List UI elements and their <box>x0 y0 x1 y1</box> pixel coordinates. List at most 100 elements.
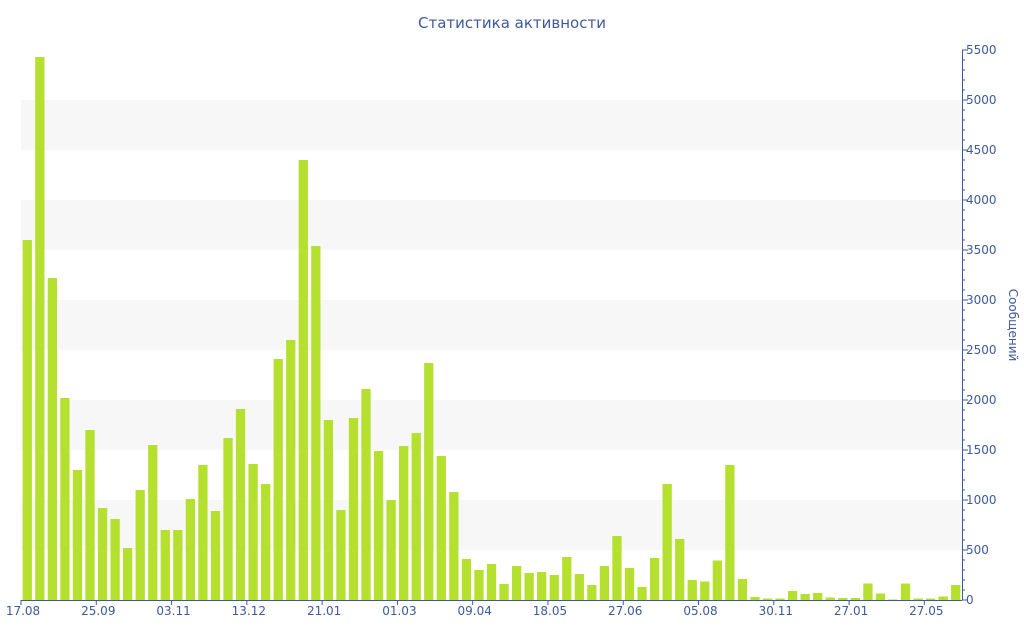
bar[interactable] <box>110 519 120 600</box>
bar[interactable] <box>411 433 421 600</box>
bar[interactable] <box>449 492 459 600</box>
x-tick-label: 30.11 <box>759 604 793 618</box>
bar[interactable] <box>424 363 434 600</box>
y-tick-label: 5500 <box>966 43 997 57</box>
x-tick-label: 13.12 <box>232 604 266 618</box>
bar[interactable] <box>311 246 321 600</box>
bar[interactable] <box>762 598 773 601</box>
bar[interactable] <box>800 594 810 600</box>
bar[interactable] <box>838 598 848 600</box>
bar[interactable] <box>361 389 371 600</box>
chart-title: Статистика активности <box>418 14 606 32</box>
x-tick-label: 27.06 <box>608 604 642 618</box>
bar[interactable] <box>951 585 961 600</box>
y-axis: 0 500 1000 1500 2000 2500 3000 3500 4000 4500 5000… <box>962 43 997 607</box>
bar[interactable] <box>499 584 509 600</box>
grid-bands <box>21 100 962 550</box>
bar[interactable] <box>286 340 296 600</box>
bar[interactable] <box>675 539 685 600</box>
bar[interactable] <box>72 470 83 600</box>
bar[interactable] <box>913 598 923 601</box>
bar[interactable] <box>662 484 672 600</box>
y-tick-label: 4000 <box>966 193 997 207</box>
bar[interactable] <box>612 536 622 600</box>
bar[interactable] <box>624 568 635 600</box>
bar[interactable] <box>348 418 359 600</box>
x-tick-label: 01.03 <box>382 604 416 618</box>
bar[interactable] <box>587 585 597 600</box>
bar[interactable] <box>336 510 346 600</box>
bar[interactable] <box>399 446 409 600</box>
bar[interactable] <box>135 490 145 600</box>
bar[interactable] <box>737 579 748 600</box>
bar[interactable] <box>712 560 722 601</box>
y-tick-label: 1500 <box>966 443 997 457</box>
x-tick-label: 18.05 <box>533 604 567 618</box>
grid-band <box>21 400 962 450</box>
bar[interactable] <box>85 430 95 600</box>
bar[interactable] <box>562 557 572 600</box>
bar[interactable] <box>60 398 70 600</box>
bar[interactable] <box>750 597 760 600</box>
bar[interactable] <box>888 599 898 601</box>
bar[interactable] <box>248 464 258 600</box>
bar[interactable] <box>863 583 873 601</box>
y-tick-label: 2500 <box>966 343 997 357</box>
bar[interactable] <box>787 591 798 600</box>
bar[interactable] <box>775 598 785 601</box>
bar[interactable] <box>700 581 710 601</box>
bar[interactable] <box>273 359 283 600</box>
bar[interactable] <box>524 573 534 600</box>
bar[interactable] <box>160 530 170 600</box>
bar[interactable] <box>461 559 472 600</box>
y-tick-label: 4500 <box>966 143 997 157</box>
bar[interactable] <box>599 566 610 600</box>
y-tick-label: 3500 <box>966 243 997 257</box>
y-tick-label: 0 <box>966 593 974 607</box>
x-tick-label: 17.08 <box>6 604 40 618</box>
grid-band <box>21 300 962 350</box>
bar[interactable] <box>223 438 233 600</box>
bar[interactable] <box>235 409 246 600</box>
bar[interactable] <box>22 240 32 600</box>
bar[interactable] <box>537 572 547 600</box>
bar[interactable] <box>436 456 446 600</box>
bar[interactable] <box>725 465 735 600</box>
bar[interactable] <box>185 499 196 600</box>
bar[interactable] <box>148 445 158 600</box>
bar[interactable] <box>875 593 886 601</box>
bar[interactable] <box>850 598 860 600</box>
bar[interactable] <box>687 580 697 600</box>
y-axis-title: Сообщений <box>1006 289 1020 362</box>
bar[interactable] <box>549 575 559 600</box>
bar[interactable] <box>323 420 334 600</box>
bar[interactable] <box>925 598 936 601</box>
bar[interactable] <box>35 57 45 600</box>
bar[interactable] <box>373 451 384 600</box>
bar[interactable] <box>210 511 221 600</box>
bar[interactable] <box>474 570 484 600</box>
bar[interactable] <box>47 278 57 600</box>
bar[interactable] <box>825 597 835 601</box>
bar[interactable] <box>298 160 308 600</box>
bar[interactable] <box>938 596 948 601</box>
bar[interactable] <box>173 530 183 600</box>
y-tick-label: 1000 <box>966 493 997 507</box>
bar[interactable] <box>198 465 208 600</box>
bar[interactable] <box>637 587 647 600</box>
bar[interactable] <box>813 593 823 600</box>
y-tick-label: 2000 <box>966 393 997 407</box>
bar[interactable] <box>97 508 108 600</box>
bar[interactable] <box>261 484 271 600</box>
bar[interactable] <box>511 566 522 600</box>
x-tick-label: 09.04 <box>458 604 492 618</box>
bar[interactable] <box>386 500 396 600</box>
bar[interactable] <box>123 548 133 600</box>
bar[interactable] <box>900 583 911 601</box>
y-tick-label: 3000 <box>966 293 997 307</box>
y-tick-label: 5000 <box>966 93 997 107</box>
grid-band <box>21 200 962 250</box>
bar[interactable] <box>649 558 660 600</box>
bar[interactable] <box>574 574 584 600</box>
bar[interactable] <box>486 564 497 600</box>
